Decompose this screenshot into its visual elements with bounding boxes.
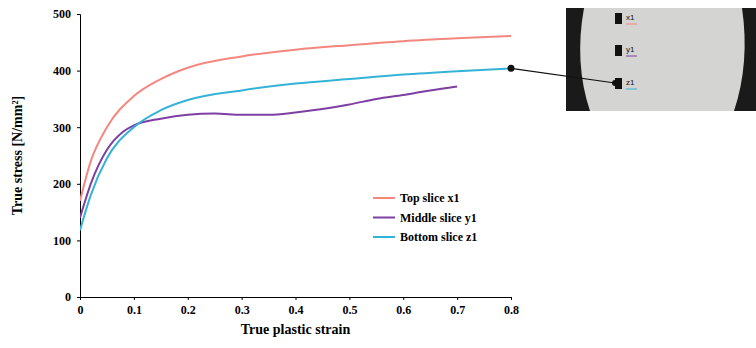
tick-mark — [457, 297, 458, 300]
tick-label: 200 — [53, 177, 71, 191]
tick-label: 0.7 — [450, 303, 465, 317]
slice-label: x1 — [626, 13, 635, 22]
tick: 500 — [53, 7, 80, 21]
tick: 0.5 — [342, 297, 357, 317]
tick-mark — [511, 297, 512, 300]
tick-mark — [349, 297, 350, 300]
x-axis: 0 0.1 0.2 0.3 0.4 0.5 0.6 0.7 0.8 — [78, 297, 520, 317]
x-axis-title: True plastic strain — [241, 322, 351, 337]
series-line — [80, 68, 511, 230]
tick-label: 0.4 — [289, 303, 304, 317]
tick: 0.1 — [127, 297, 142, 317]
tick: 200 — [53, 177, 80, 191]
axis-line — [77, 15, 81, 298]
slice-marker — [615, 45, 622, 56]
tick-mark — [77, 127, 80, 128]
tick: 0 — [78, 297, 84, 317]
axis-line — [81, 298, 512, 301]
plot-area: 0 0.1 0.2 0.3 0.4 0.5 0.6 0.7 0.8 0 100 200 300 400 50… — [53, 7, 519, 316]
legend-swatch — [373, 217, 395, 219]
tick-mark — [77, 297, 80, 298]
slice-label: z1 — [626, 78, 635, 87]
tick-mark — [188, 297, 189, 300]
specimen-inset: x1 y1 z1 — [566, 8, 756, 111]
tick-label: 0.1 — [127, 303, 142, 317]
legend-item: Bottom slice z1 — [373, 230, 477, 244]
tick: 0.4 — [289, 297, 304, 317]
tick-label: 400 — [53, 64, 71, 78]
slice-underline — [626, 89, 637, 90]
tick-label: 0.8 — [504, 303, 519, 317]
tick-label: 0.3 — [235, 303, 250, 317]
tick-label: 300 — [53, 121, 71, 135]
tick-mark — [134, 297, 135, 300]
connector — [511, 68, 615, 83]
legend-label: Top slice x1 — [400, 191, 460, 205]
slice-underline — [626, 24, 637, 25]
legend-swatch — [373, 197, 395, 199]
legend-item: Top slice x1 — [373, 191, 460, 205]
tick-mark — [403, 297, 404, 300]
tick-label: 500 — [53, 7, 71, 21]
slice-underline — [626, 56, 637, 57]
tick-label: 0 — [65, 290, 71, 304]
legend-label: Bottom slice z1 — [400, 230, 477, 244]
tick: 0.7 — [450, 297, 465, 317]
tick-label: 0.2 — [181, 303, 196, 317]
tick: 100 — [53, 234, 80, 248]
series-group — [80, 36, 511, 230]
tick-label: 0 — [78, 303, 84, 317]
legend-item: Middle slice y1 — [373, 211, 477, 225]
connector-dot — [508, 65, 515, 72]
tick: 0.8 — [504, 297, 519, 317]
tick-mark — [77, 71, 80, 72]
y-axis: 0 100 200 300 400 500 — [53, 7, 81, 304]
tick-mark — [242, 297, 243, 300]
specimen-edge — [734, 8, 756, 111]
slice-label: y1 — [626, 45, 635, 54]
connector-dot — [612, 80, 618, 86]
tick: 300 — [53, 121, 80, 135]
tick-label: 100 — [53, 234, 71, 248]
specimen-edge — [566, 8, 590, 111]
tick-mark — [77, 184, 80, 185]
y-axis-title: True stress [N/mm²] — [10, 96, 25, 216]
tick: 0.2 — [181, 297, 196, 317]
tick: 0.6 — [396, 297, 411, 317]
tick-mark — [296, 297, 297, 300]
tick-label: 0.5 — [342, 303, 357, 317]
tick-label: 0.6 — [396, 303, 411, 317]
legend: Top slice x1 Middle slice y1 Bottom slice … — [373, 191, 477, 244]
chart-container: 0 0.1 0.2 0.3 0.4 0.5 0.6 0.7 0.8 0 100 200 300 400 50… — [0, 0, 756, 348]
legend-label: Middle slice y1 — [400, 211, 477, 225]
tick: 400 — [53, 64, 80, 78]
tick: 0.3 — [235, 297, 250, 317]
legend-swatch — [373, 236, 395, 238]
chart-svg: 0 0.1 0.2 0.3 0.4 0.5 0.6 0.7 0.8 0 100 200 300 400 50… — [0, 0, 756, 348]
tick-mark — [77, 240, 80, 241]
tick: 0 — [65, 290, 80, 304]
slice-marker — [615, 13, 622, 24]
specimen-photo — [566, 8, 756, 111]
tick-mark — [77, 14, 80, 15]
